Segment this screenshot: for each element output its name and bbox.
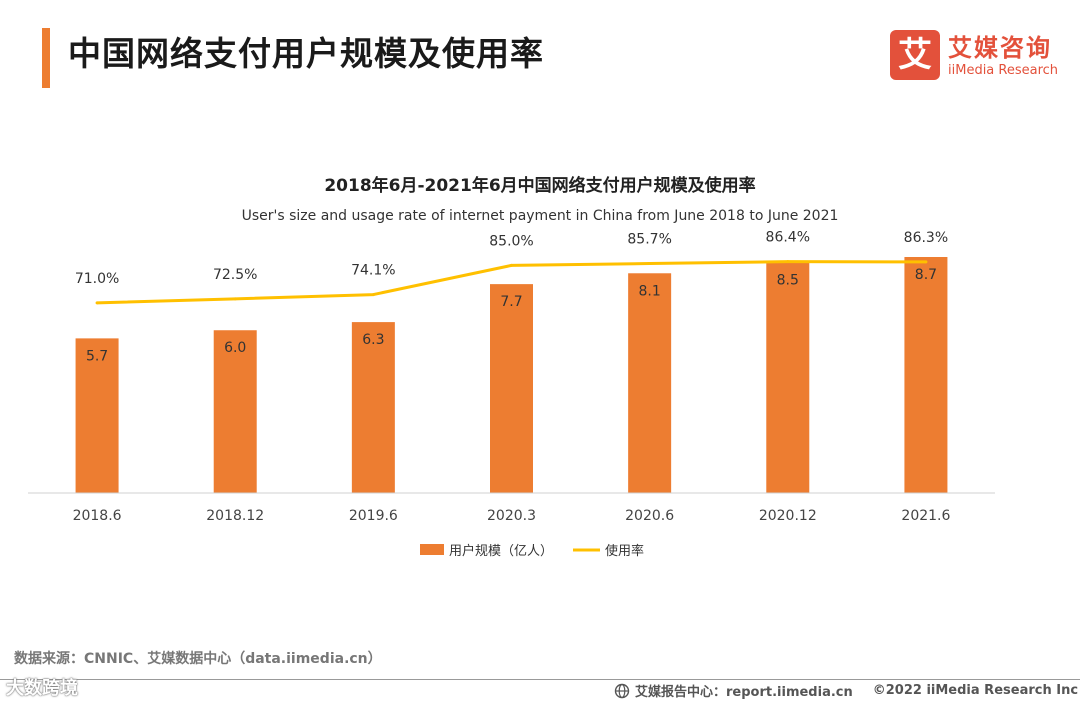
logo-name-en: iiMedia Research: [948, 63, 1059, 78]
x-tick-label-2020.12: 2020.12: [759, 508, 817, 524]
legend-bar-swatch: [420, 544, 444, 555]
legend-bar-label: 用户规模（亿人）: [449, 543, 553, 559]
title-accent-bar: [42, 28, 50, 88]
iimedia-logo: 艾 艾媒咨询 iiMedia Research: [890, 30, 1070, 82]
x-tick-label-2019.6: 2019.6: [349, 508, 398, 524]
legend-line-label: 使用率: [605, 543, 644, 559]
bar-2018.6: [75, 338, 119, 493]
line-label-2019.6: 74.1%: [351, 263, 395, 279]
logo-name-cn: 艾媒咨询: [948, 34, 1052, 62]
bar-label-2021.6: 8.7: [915, 267, 937, 283]
bar-2020.6: [628, 273, 672, 493]
line-point-2018.6: [95, 301, 99, 305]
line-label-2021.6: 86.3%: [904, 230, 948, 246]
footer-info: 艾媒报告中心：report.iimedia.cn ©2022 iiMedia R…: [614, 681, 1078, 700]
x-tick-label-2020.6: 2020.6: [625, 508, 674, 524]
line-label-2020.3: 85.0%: [489, 233, 533, 249]
bar-label-2020.12: 8.5: [777, 272, 799, 288]
line-point-2019.6: [371, 293, 375, 297]
x-tick-label-2018.12: 2018.12: [206, 508, 264, 524]
bar-label-2020.3: 7.7: [500, 294, 522, 310]
bar-label-2018.12: 6.0: [224, 340, 246, 356]
x-tick-label-2021.6: 2021.6: [901, 508, 950, 524]
footer-divider: [0, 679, 1080, 680]
bar-2019.6: [351, 322, 395, 493]
bar-2018.12: [213, 330, 257, 493]
x-tick-label-2018.6: 2018.6: [73, 508, 122, 524]
x-tick-label-2020.3: 2020.3: [487, 508, 536, 524]
line-label-2020.12: 86.4%: [766, 230, 810, 246]
page-title: 中国网络支付用户规模及使用率: [68, 34, 544, 73]
line-point-2018.12: [233, 297, 237, 301]
line-point-2020.3: [510, 263, 513, 267]
bar-label-2020.6: 8.1: [639, 283, 661, 299]
data-source-note: 数据来源：CNNIC、艾媒数据中心（data.iimedia.cn）: [14, 651, 382, 667]
user-scale-usage-chart: 2018年6月-2021年6月中国网络支付用户规模及使用率 User's size…: [28, 175, 995, 559]
line-point-2021.6: [924, 260, 928, 264]
bar-label-2018.6: 5.7: [86, 348, 108, 364]
bar-label-2019.6: 6.3: [362, 332, 384, 348]
report-center-link[interactable]: 艾媒报告中心：report.iimedia.cn: [635, 685, 853, 700]
logo-mark-icon: 艾: [890, 30, 940, 80]
bar-2021.6: [904, 257, 948, 493]
line-point-2020.6: [648, 262, 652, 266]
bar-2020.12: [766, 262, 810, 493]
line-label-2020.6: 85.7%: [627, 232, 671, 248]
copyright-text: ©2022 iiMedia Research Inc: [872, 683, 1079, 698]
line-label-2018.6: 71.0%: [75, 271, 119, 287]
line-label-2018.12: 72.5%: [213, 267, 257, 283]
chart-subtitle: User's size and usage rate of internet p…: [242, 208, 839, 224]
chart-title: 2018年6月-2021年6月中国网络支付用户规模及使用率: [324, 175, 755, 196]
watermark: 大数跨境: [6, 678, 78, 699]
globe-icon: [614, 683, 630, 698]
bar-2020.3: [490, 284, 533, 493]
line-point-2020.12: [786, 260, 790, 264]
